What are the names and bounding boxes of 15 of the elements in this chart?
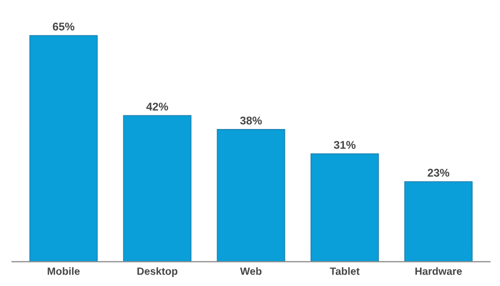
- x-tick-label: Hardware: [415, 267, 462, 275]
- data-label: 42%: [146, 102, 168, 111]
- data-label: 65%: [52, 22, 74, 31]
- x-tick-label: Web: [240, 267, 262, 275]
- bar: [404, 181, 473, 262]
- x-tick-label: Desktop: [137, 267, 178, 277]
- data-label: 31%: [334, 140, 356, 149]
- bar: [123, 115, 192, 262]
- data-label: 23%: [428, 168, 450, 177]
- data-label: 38%: [240, 116, 262, 124]
- x-tick-label: Tablet: [330, 267, 360, 275]
- bar: [216, 129, 286, 262]
- bar: [29, 35, 98, 262]
- x-tick-label: Mobile: [48, 267, 80, 275]
- bar: [310, 153, 379, 262]
